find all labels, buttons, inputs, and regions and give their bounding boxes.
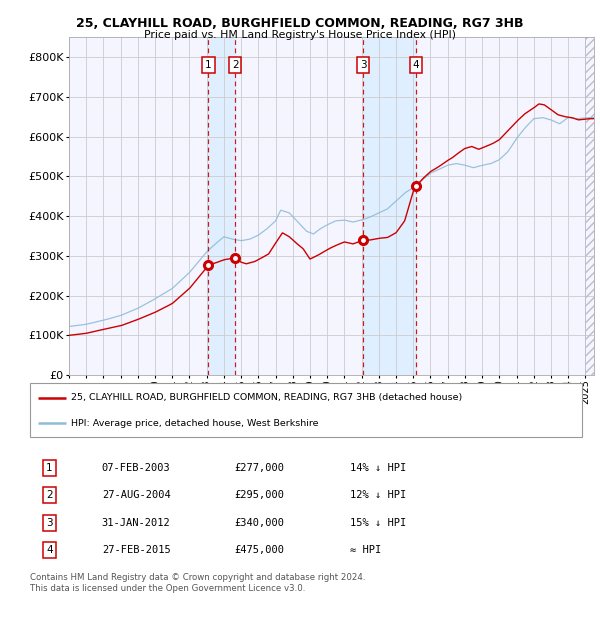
Text: 2: 2	[232, 60, 238, 70]
Text: 4: 4	[46, 545, 53, 555]
Text: £340,000: £340,000	[234, 518, 284, 528]
Text: 27-FEB-2015: 27-FEB-2015	[102, 545, 170, 555]
Text: 1: 1	[205, 60, 212, 70]
Text: 15% ↓ HPI: 15% ↓ HPI	[350, 518, 406, 528]
Bar	[363, 37, 416, 375]
Text: £277,000: £277,000	[234, 463, 284, 473]
FancyBboxPatch shape	[30, 383, 582, 437]
Text: Contains HM Land Registry data © Crown copyright and database right 2024.
This d: Contains HM Land Registry data © Crown c…	[30, 574, 365, 593]
Text: 12% ↓ HPI: 12% ↓ HPI	[350, 490, 406, 500]
Text: 2: 2	[46, 490, 53, 500]
Text: 07-FEB-2003: 07-FEB-2003	[102, 463, 170, 473]
Text: 27-AUG-2004: 27-AUG-2004	[102, 490, 170, 500]
Text: £475,000: £475,000	[234, 545, 284, 555]
Text: ≈ HPI: ≈ HPI	[350, 545, 382, 555]
Text: £295,000: £295,000	[234, 490, 284, 500]
Text: HPI: Average price, detached house, West Berkshire: HPI: Average price, detached house, West…	[71, 419, 319, 428]
Text: 4: 4	[413, 60, 419, 70]
Text: 3: 3	[46, 518, 53, 528]
Text: 31-JAN-2012: 31-JAN-2012	[102, 518, 170, 528]
Text: 14% ↓ HPI: 14% ↓ HPI	[350, 463, 406, 473]
Bar	[208, 37, 235, 375]
Text: Price paid vs. HM Land Registry's House Price Index (HPI): Price paid vs. HM Land Registry's House …	[144, 30, 456, 40]
Text: 25, CLAYHILL ROAD, BURGHFIELD COMMON, READING, RG7 3HB: 25, CLAYHILL ROAD, BURGHFIELD COMMON, RE…	[76, 17, 524, 30]
Text: 1: 1	[46, 463, 53, 473]
Text: 25, CLAYHILL ROAD, BURGHFIELD COMMON, READING, RG7 3HB (detached house): 25, CLAYHILL ROAD, BURGHFIELD COMMON, RE…	[71, 393, 463, 402]
Text: 3: 3	[359, 60, 367, 70]
